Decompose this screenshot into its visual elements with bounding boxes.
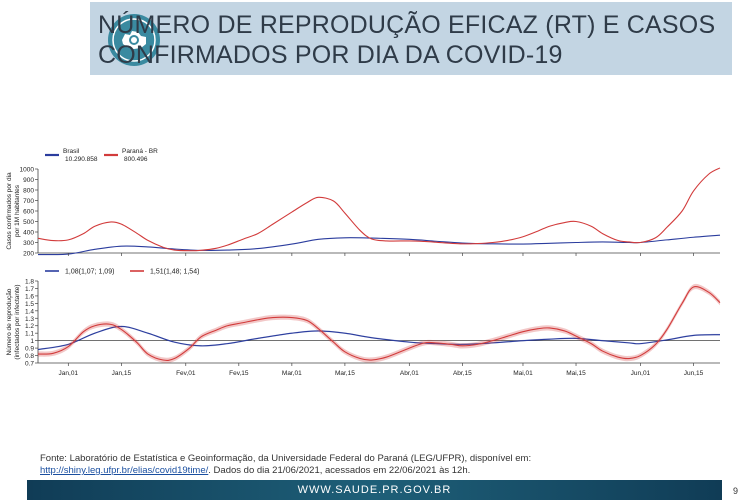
footer-bar: WWW.SAUDE.PR.GOV.BR	[27, 480, 722, 500]
y-tick-label: 700	[23, 198, 34, 205]
y-tick-label: 1.6	[25, 293, 34, 300]
y-axis-label: Casos confirmados por dia	[6, 172, 13, 250]
legend-series-name: 1,51(1,48; 1,54)	[150, 269, 199, 276]
x-tick-label: Fev,01	[176, 370, 196, 377]
y-axis-label: (infectados por infectante)	[14, 284, 21, 359]
y-tick-label: 1.3	[25, 316, 34, 323]
x-tick-label: Mai,01	[513, 370, 533, 377]
title-banner: NÚMERO DE REPRODUÇÃO EFICAZ (RT) E CASOS…	[90, 2, 732, 75]
y-tick-label: 200	[23, 251, 34, 258]
x-tick-label: Jun,01	[631, 370, 651, 377]
y-tick-label: 1.5	[25, 301, 34, 308]
x-tick-label: Jun,15	[684, 370, 704, 377]
series-band-2	[38, 283, 720, 364]
chart-panel-1: 200 300 400 500 600 700 800 900 1000 Casos confir…	[6, 148, 721, 258]
x-tick-label: Abr,01	[400, 370, 419, 377]
y-tick-label: 500	[23, 219, 34, 226]
covid-chart: 200 300 400 500 600 700 800 900 1000 Casos confir…	[6, 148, 721, 377]
x-tick-label: Jan,15	[112, 370, 132, 377]
page-number: 9	[733, 486, 739, 496]
x-tick-label: Jan,01	[59, 370, 79, 377]
title-line-2: CONFIRMADOS POR DIA DA COVID-19	[98, 41, 563, 69]
y-tick-label: 1.8	[25, 279, 34, 286]
y-tick-label: 0.7	[25, 361, 34, 368]
y-axis-label: por 1M habitantes	[14, 184, 21, 237]
x-tick-label: Mar,15	[335, 370, 355, 377]
legend-series-name: 1,08(1,07; 1,09)	[65, 269, 114, 276]
x-tick-label: Mar,01	[282, 370, 302, 377]
series-line-2	[37, 167, 721, 252]
y-tick-label: 1.1	[25, 331, 34, 338]
y-tick-label: 600	[23, 209, 34, 216]
source-line-2: . Dados do dia 21/06/2021, acessados em …	[208, 465, 471, 476]
y-tick-label: 900	[23, 177, 34, 184]
page-title: NÚMERO DE REPRODUÇÃO EFICAZ (RT) E CASOS…	[98, 10, 715, 70]
y-tick-label: 1.2	[25, 323, 34, 330]
series-line-2	[37, 285, 721, 361]
y-tick-label: 1000	[20, 167, 35, 174]
y-tick-label: 0.9	[25, 346, 34, 353]
series-band-1	[38, 325, 720, 351]
series-line-1	[37, 234, 721, 256]
y-tick-label: 400	[23, 230, 34, 237]
x-tick-label: Fev,15	[229, 370, 249, 377]
legend-series-total: 10.290.858	[65, 156, 98, 163]
series-line-1	[37, 325, 721, 351]
chart-panel-2: 0.70.80.911.11.21.31.41.51.61.71.8 Número…	[6, 269, 721, 368]
y-tick-label: 300	[23, 240, 34, 247]
x-tick-label: Abr,15	[453, 370, 472, 377]
y-axis-label: Número de reprodução	[6, 288, 13, 355]
source-link[interactable]: http://shiny.leg.ufpr.br/elias/covid19ti…	[40, 465, 209, 476]
source-note: Fonte: Laboratório de Estatística e Geoi…	[40, 453, 720, 477]
x-tick-label: Mai,15	[566, 370, 586, 377]
logo	[108, 14, 160, 66]
y-tick-label: 1	[30, 338, 34, 345]
legend-series-total: 800.496	[124, 156, 148, 163]
y-tick-label: 0.8	[25, 353, 34, 360]
virus-icon	[112, 18, 156, 62]
source-line-1: Fonte: Laboratório de Estatística e Geoi…	[40, 453, 532, 464]
y-tick-label: 1.7	[25, 286, 34, 293]
title-line-1: NÚMERO DE REPRODUÇÃO EFICAZ (RT) E CASOS	[98, 11, 716, 39]
legend-series-name: Paraná - BR	[122, 148, 158, 155]
y-tick-label: 1.4	[25, 308, 34, 315]
y-tick-label: 800	[23, 188, 34, 195]
footer-website[interactable]: WWW.SAUDE.PR.GOV.BR	[297, 484, 452, 496]
legend-series-name: Brasil	[63, 148, 80, 155]
